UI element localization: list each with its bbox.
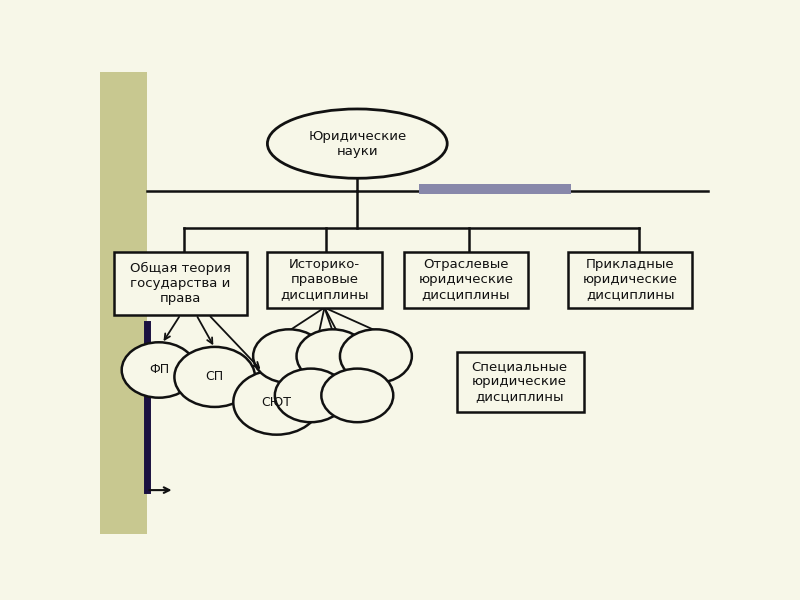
Bar bbox=[419, 184, 571, 194]
Text: Общая теория
государства и
права: Общая теория государства и права bbox=[130, 262, 231, 305]
Text: Отраслевые
юридические
дисциплины: Отраслевые юридические дисциплины bbox=[418, 259, 514, 301]
FancyBboxPatch shape bbox=[404, 252, 528, 308]
Ellipse shape bbox=[322, 368, 394, 422]
FancyBboxPatch shape bbox=[114, 252, 247, 314]
Text: Юридические
науки: Юридические науки bbox=[308, 130, 406, 158]
Text: СЮТ: СЮТ bbox=[262, 396, 292, 409]
Ellipse shape bbox=[174, 347, 255, 407]
Ellipse shape bbox=[267, 109, 447, 178]
Ellipse shape bbox=[275, 368, 346, 422]
Ellipse shape bbox=[122, 342, 196, 398]
FancyBboxPatch shape bbox=[568, 252, 692, 308]
Text: Прикладные
юридические
дисциплины: Прикладные юридические дисциплины bbox=[582, 259, 678, 301]
Text: ФП: ФП bbox=[149, 364, 169, 376]
Text: Специальные
юридические
дисциплины: Специальные юридические дисциплины bbox=[472, 360, 568, 403]
Ellipse shape bbox=[253, 329, 325, 383]
Ellipse shape bbox=[340, 329, 412, 383]
Ellipse shape bbox=[234, 370, 320, 434]
Text: СП: СП bbox=[206, 370, 224, 383]
Ellipse shape bbox=[297, 329, 369, 383]
FancyBboxPatch shape bbox=[267, 252, 382, 308]
Text: Историко-
правовые
дисциплины: Историко- правовые дисциплины bbox=[280, 259, 369, 301]
FancyBboxPatch shape bbox=[457, 352, 583, 412]
Bar bbox=[100, 72, 146, 534]
